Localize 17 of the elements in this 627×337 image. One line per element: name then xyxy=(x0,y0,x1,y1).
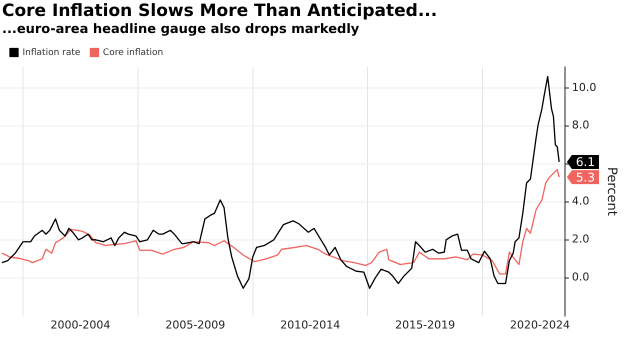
data-label: 6.1 xyxy=(576,155,595,170)
chart-subtitle: ...euro-area headline gauge also drops markedly xyxy=(1,21,360,38)
chart-title: Core Inflation Slows More Than Anticipated... xyxy=(1,0,438,21)
y-tick-label: 10.0 xyxy=(572,80,596,94)
legend-label: Core inflation xyxy=(102,48,164,58)
legend-label: Inflation rate xyxy=(22,48,81,58)
y-tick-label: 0.0 xyxy=(572,270,590,284)
y-tick-label: 8.0 xyxy=(572,118,590,132)
y-tick-label: 4.0 xyxy=(572,194,590,208)
x-tick-label: 2000-2004 xyxy=(50,318,110,332)
x-tick-label: 2005-2009 xyxy=(165,318,226,332)
x-tick-label: 2010-2014 xyxy=(280,318,340,332)
y-axis-title: Percent xyxy=(604,166,619,216)
x-tick-label: 2015-2019 xyxy=(395,318,456,332)
data-label: 5.3 xyxy=(576,170,595,184)
x-tick-label: 2020-2024 xyxy=(510,318,570,332)
y-tick-label: 2.0 xyxy=(572,232,590,246)
